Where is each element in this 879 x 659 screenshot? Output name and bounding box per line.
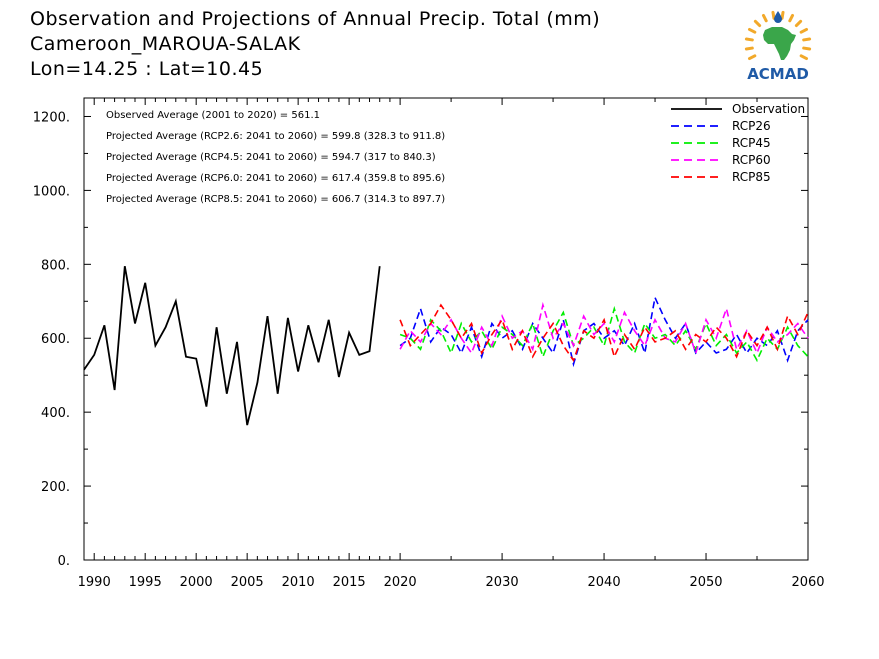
y-tick-label: 400. bbox=[41, 406, 70, 421]
series-line-rcp85 bbox=[399, 303, 809, 363]
sun-ray-icon bbox=[747, 27, 757, 34]
x-tick-label: 2060 bbox=[791, 575, 824, 590]
sun-ray-icon bbox=[771, 10, 776, 20]
sun-ray-icon bbox=[799, 54, 809, 61]
annotation-text: Projected Average (RCP2.6: 2041 to 2060)… bbox=[106, 131, 445, 142]
x-tick-label: 2020 bbox=[384, 575, 417, 590]
sun-ray-icon bbox=[747, 54, 757, 61]
x-tick-label: 2005 bbox=[231, 575, 264, 590]
station-name: Cameroon_MAROUA-SALAK bbox=[30, 33, 301, 55]
legend-label: RCP60 bbox=[732, 153, 771, 167]
y-tick-label: 200. bbox=[41, 480, 70, 495]
annotation-text: Projected Average (RCP4.5: 2041 to 2060)… bbox=[106, 152, 436, 163]
logo-text: ACMAD bbox=[747, 65, 809, 83]
sun-ray-icon bbox=[802, 37, 812, 42]
y-tick-label: 800. bbox=[41, 258, 70, 273]
africa-map-sun-logo-icon: ACMAD bbox=[744, 10, 812, 83]
x-tick-label: 2000 bbox=[180, 575, 213, 590]
x-tick-label: 2015 bbox=[333, 575, 366, 590]
x-tick-label: 2030 bbox=[486, 575, 519, 590]
y-tick-label: 1000. bbox=[33, 184, 70, 199]
x-tick-label: 1995 bbox=[129, 575, 162, 590]
annotation-text: Projected Average (RCP8.5: 2041 to 2060)… bbox=[106, 194, 445, 205]
legend-label: RCP85 bbox=[732, 170, 771, 184]
annotation-text: Projected Average (RCP6.0: 2041 to 2060)… bbox=[106, 173, 445, 184]
series-line-rcp45 bbox=[399, 305, 809, 363]
legend-label: RCP26 bbox=[732, 119, 771, 133]
y-tick-label: 0. bbox=[58, 554, 70, 569]
plot-frame bbox=[83, 97, 809, 561]
y-tick-label: 1200. bbox=[33, 110, 70, 125]
series-line-observation bbox=[83, 266, 381, 426]
sun-ray-icon bbox=[794, 19, 803, 28]
sun-ray-icon bbox=[744, 46, 754, 51]
chart-title: Observation and Projections of Annual Pr… bbox=[30, 8, 601, 30]
sun-ray-icon bbox=[761, 13, 768, 23]
station-coordinates: Lon=14.25 : Lat=10.45 bbox=[30, 58, 264, 80]
sun-ray-icon bbox=[799, 27, 809, 34]
sun-ray-icon bbox=[744, 37, 754, 42]
water-drop-icon bbox=[774, 11, 782, 23]
sun-ray-icon bbox=[753, 19, 762, 28]
acmad-logo: ACMAD bbox=[738, 8, 818, 83]
x-tick-label: 2050 bbox=[689, 575, 722, 590]
legend-label: Observation bbox=[732, 102, 805, 116]
sun-ray-icon bbox=[780, 10, 785, 20]
legend-label: RCP45 bbox=[732, 136, 771, 150]
sun-ray-icon bbox=[788, 13, 795, 23]
series-line-rcp26 bbox=[399, 294, 809, 368]
x-tick-label: 1990 bbox=[78, 575, 111, 590]
annotation-text: Observed Average (2001 to 2020) = 561.1 bbox=[106, 110, 320, 121]
series-line-rcp60 bbox=[399, 301, 809, 356]
x-tick-label: 2010 bbox=[282, 575, 315, 590]
x-tick-label: 2040 bbox=[588, 575, 621, 590]
sun-ray-icon bbox=[802, 46, 812, 51]
y-tick-label: 600. bbox=[41, 332, 70, 347]
africa-map-icon bbox=[763, 27, 796, 60]
